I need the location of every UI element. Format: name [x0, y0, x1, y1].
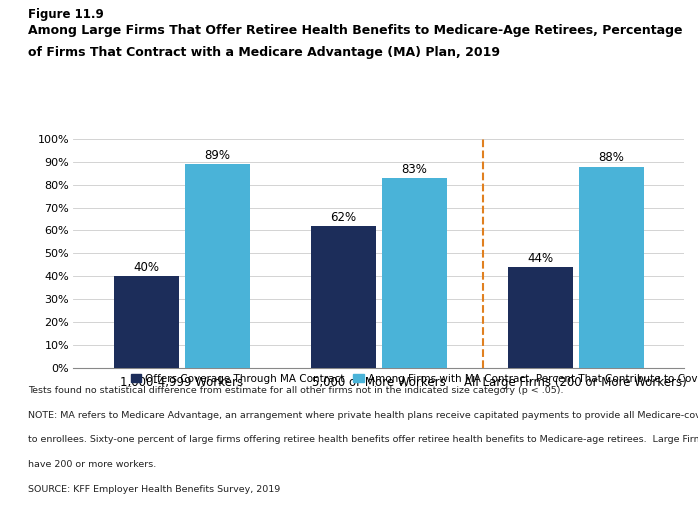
Bar — [382, 178, 447, 368]
Bar — [184, 164, 250, 368]
Bar — [311, 226, 376, 368]
Text: 44%: 44% — [527, 251, 554, 265]
Text: 89%: 89% — [204, 149, 230, 162]
Text: to enrollees. Sixty-one percent of large firms offering retiree health benefits : to enrollees. Sixty-one percent of large… — [28, 435, 698, 444]
Legend: Offers Coverage Through MA Contract, Among Firms with MA Contract, Percent That : Offers Coverage Through MA Contract, Amo… — [131, 374, 698, 384]
Text: of Firms That Contract with a Medicare Advantage (MA) Plan, 2019: of Firms That Contract with a Medicare A… — [28, 46, 500, 59]
Bar — [114, 276, 179, 368]
Text: Tests found no statistical difference from estimate for all other firms not in t: Tests found no statistical difference fr… — [28, 386, 563, 395]
Text: SOURCE: KFF Employer Health Benefits Survey, 2019: SOURCE: KFF Employer Health Benefits Sur… — [28, 485, 280, 494]
Bar — [579, 166, 644, 368]
Text: NOTE: MA refers to Medicare Advantage, an arrangement where private health plans: NOTE: MA refers to Medicare Advantage, a… — [28, 411, 698, 419]
Text: Among Large Firms That Offer Retiree Health Benefits to Medicare-Age Retirees, P: Among Large Firms That Offer Retiree Hea… — [28, 24, 683, 37]
Bar — [507, 267, 573, 368]
Text: Figure 11.9: Figure 11.9 — [28, 8, 104, 21]
Text: 40%: 40% — [133, 261, 159, 274]
Text: have 200 or more workers.: have 200 or more workers. — [28, 460, 156, 469]
Text: 62%: 62% — [330, 211, 356, 224]
Text: 88%: 88% — [598, 151, 624, 164]
Text: 83%: 83% — [401, 163, 427, 176]
